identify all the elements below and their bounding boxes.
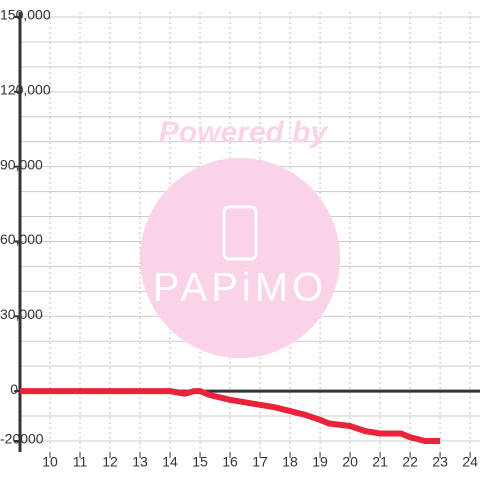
x-tick-label: 18: [282, 454, 298, 470]
x-tick-label: 13: [132, 454, 148, 470]
x-tick-label: 24: [462, 454, 478, 470]
x-tick-label: 22: [402, 454, 418, 470]
x-tick-label: 16: [222, 454, 238, 470]
y-tick-label: 150,000: [0, 7, 51, 23]
watermark-icon: [222, 205, 258, 261]
x-tick-label: 14: [162, 454, 178, 470]
watermark-brand: PAPiMO: [153, 266, 327, 310]
y-tick-label: 120,000: [0, 82, 51, 98]
x-tick-label: 19: [312, 454, 328, 470]
y-tick-label: 60,000: [0, 231, 43, 247]
y-tick-label: 0: [10, 381, 18, 397]
y-tick-label: -20000: [0, 431, 44, 447]
x-tick-label: 10: [42, 454, 58, 470]
x-tick-label: 17: [252, 454, 268, 470]
watermark-title: Powered by: [159, 116, 329, 149]
x-tick-label: 11: [73, 454, 88, 470]
x-tick-label: 20: [342, 454, 358, 470]
x-tick-label: 15: [192, 454, 208, 470]
x-tick-label: 12: [102, 454, 118, 470]
y-tick-label: 30,000: [0, 306, 43, 322]
line: [20, 388, 441, 444]
x-tick-label: 21: [372, 454, 388, 470]
x-tick-label: 23: [432, 454, 448, 470]
y-tick-label: 90,000: [0, 156, 43, 172]
